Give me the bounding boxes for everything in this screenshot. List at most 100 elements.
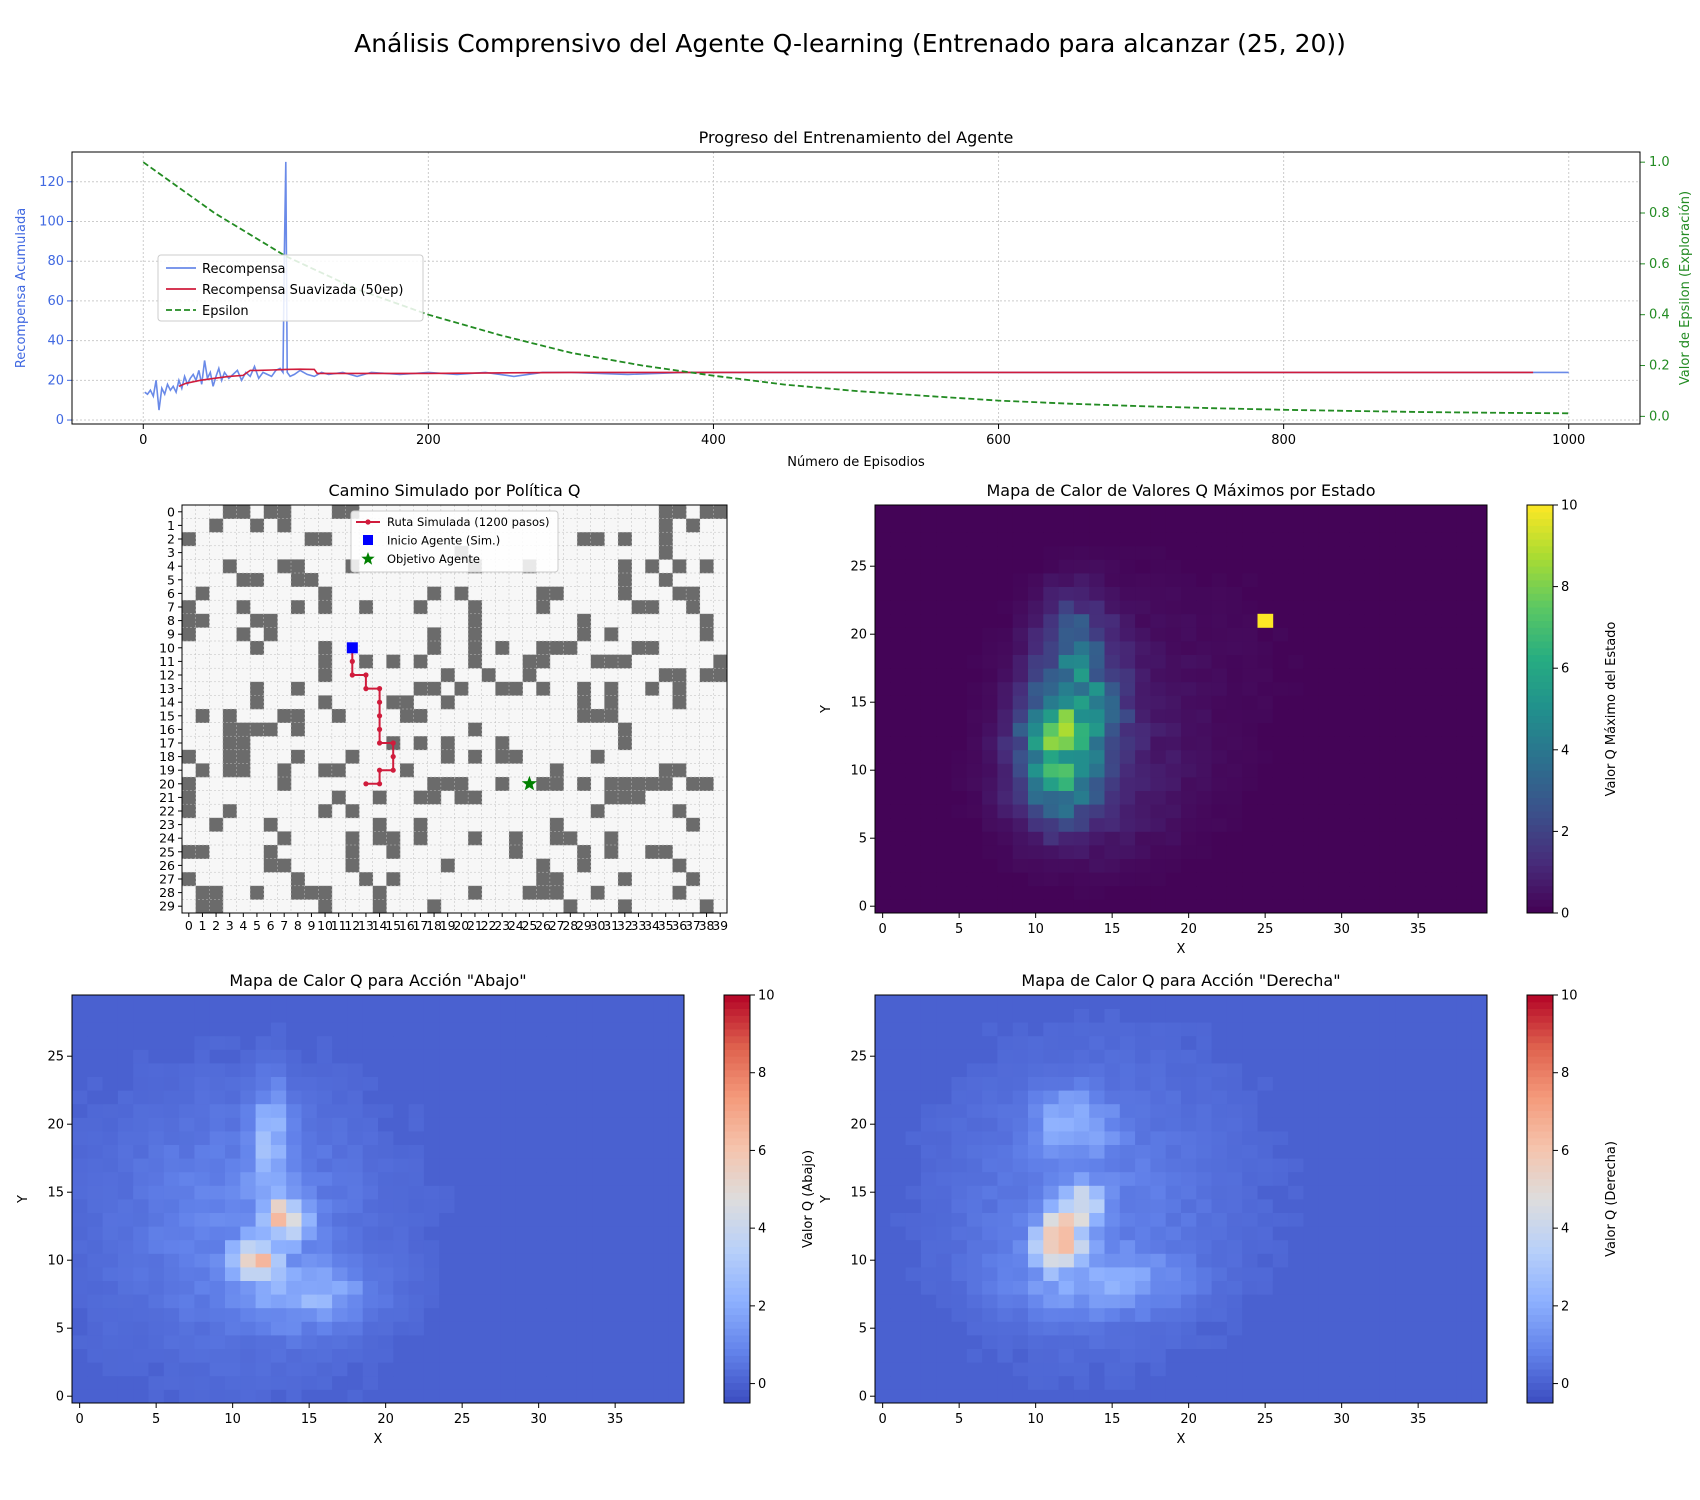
- heatmap-cell: [332, 1280, 348, 1295]
- heatmap-cell: [1471, 559, 1488, 574]
- heatmap-cell: [1089, 1008, 1105, 1023]
- heatmap-cell: [1303, 654, 1320, 669]
- colorbar-segment: [1527, 858, 1553, 866]
- heatmap-cell: [1104, 1158, 1121, 1173]
- obstacle-cell: [468, 600, 483, 615]
- heatmap-cell: [546, 1226, 562, 1241]
- heatmap-cell: [393, 1280, 409, 1295]
- obstacle-cell: [277, 858, 292, 873]
- heatmap-cell: [515, 1239, 532, 1254]
- heatmap-cell: [87, 995, 103, 1009]
- heatmap-cell: [1349, 1035, 1365, 1050]
- heatmap-cell: [332, 1294, 348, 1309]
- heatmap-cell: [347, 1348, 364, 1363]
- heatmap-cell: [179, 1063, 195, 1077]
- heatmap-cell: [1012, 1117, 1029, 1132]
- heatmap-cell: [592, 1280, 608, 1295]
- heatmap-cell: [1364, 518, 1381, 533]
- heatmap-cell: [1334, 1239, 1350, 1254]
- heatmap-cell: [347, 1144, 364, 1159]
- heatmap-cell: [982, 709, 998, 723]
- heatmap-cell: [905, 899, 922, 914]
- heatmap-cell: [1441, 858, 1457, 873]
- heatmap-cell: [347, 1035, 364, 1050]
- heatmap-cell: [1119, 1253, 1136, 1268]
- heatmap-cell: [607, 995, 624, 1009]
- heatmap-cell: [997, 1049, 1014, 1064]
- heatmap-cell: [1395, 1158, 1411, 1173]
- heatmap-cell: [966, 1321, 983, 1336]
- heatmap-cell: [668, 1158, 685, 1173]
- heatmap-cell: [301, 1335, 318, 1349]
- heatmap-cell: [1425, 627, 1442, 642]
- heatmap-cell: [1119, 1239, 1136, 1254]
- heatmap-cell: [148, 1362, 165, 1377]
- heatmap-cell: [255, 1253, 272, 1268]
- heatmap-cell: [1242, 668, 1258, 683]
- heatmap-cell: [1012, 1212, 1029, 1227]
- heatmap-cell: [1364, 559, 1381, 574]
- x-tick-label: 28: [562, 918, 578, 933]
- heatmap-cell: [920, 722, 937, 737]
- heatmap-cell: [1073, 1199, 1090, 1213]
- heatmap-cell: [622, 1185, 639, 1200]
- heatmap-cell: [622, 1280, 639, 1295]
- obstacle-cell: [604, 845, 619, 859]
- heatmap-cell: [920, 763, 937, 778]
- heatmap-cell: [1242, 1321, 1258, 1336]
- heatmap-cell: [1211, 1049, 1228, 1064]
- heatmap-cell: [1165, 995, 1182, 1009]
- colorbar-segment: [1527, 1239, 1553, 1248]
- heatmap-cell: [1043, 1185, 1059, 1200]
- heatmap-cell: [1135, 872, 1151, 887]
- heatmap-cell: [622, 1267, 639, 1281]
- heatmap-cell: [1410, 1171, 1427, 1186]
- heatmap-cell: [1150, 1090, 1167, 1105]
- heatmap-cell: [1043, 1008, 1059, 1023]
- heatmap-cell: [951, 1090, 968, 1105]
- heatmap-cell: [668, 1063, 685, 1077]
- colorbar-segment: [1527, 770, 1553, 778]
- heatmap-cell: [1181, 899, 1197, 914]
- heatmap-cell: [1471, 1375, 1488, 1390]
- heatmap-cell: [1058, 1131, 1075, 1145]
- heatmap-cell: [1043, 1280, 1059, 1295]
- heatmap-cell: [286, 1103, 302, 1118]
- heatmap-cell: [546, 1267, 562, 1281]
- heatmap-cell: [1364, 1199, 1381, 1213]
- heatmap-cell: [1181, 545, 1197, 560]
- heatmap-cell: [997, 545, 1014, 560]
- heatmap-cell: [592, 1117, 608, 1132]
- heatmap-cell: [920, 545, 937, 560]
- colorbar-segment: [1527, 586, 1553, 594]
- heatmap-cell: [592, 1362, 608, 1377]
- heatmap-cell: [500, 1076, 517, 1091]
- heatmap-cell: [1318, 749, 1335, 764]
- heatmap-cell: [209, 1348, 226, 1363]
- heatmap-cell: [668, 1226, 685, 1241]
- heatmap-peak-cell: [1257, 613, 1274, 628]
- heatmap-cell: [1410, 1294, 1427, 1309]
- heatmap-cell: [209, 1171, 226, 1186]
- heatmap-cell: [378, 1253, 394, 1268]
- obstacle-cell: [590, 804, 605, 819]
- heatmap-cell: [1303, 1307, 1320, 1322]
- heatmap-cell: [117, 1185, 134, 1200]
- obstacle-cell: [386, 695, 401, 710]
- heatmap-cell: [997, 1171, 1014, 1186]
- heatmap-cell: [117, 1063, 134, 1077]
- colorbar-segment: [724, 1178, 750, 1186]
- obstacle-cell: [658, 668, 673, 683]
- heatmap-cell: [1242, 831, 1258, 846]
- heatmap-cell: [148, 1253, 165, 1268]
- heatmap-cell: [500, 1212, 517, 1227]
- heatmap-cell: [148, 1185, 165, 1200]
- legend-swatch: [361, 552, 375, 565]
- heatmap-cell: [997, 505, 1014, 519]
- heatmap-cell: [1349, 1199, 1365, 1213]
- colorbar-segment: [724, 1362, 750, 1370]
- heatmap-cell: [347, 1199, 364, 1213]
- heatmap-cell: [1441, 749, 1457, 764]
- heatmap-cell: [890, 1321, 906, 1336]
